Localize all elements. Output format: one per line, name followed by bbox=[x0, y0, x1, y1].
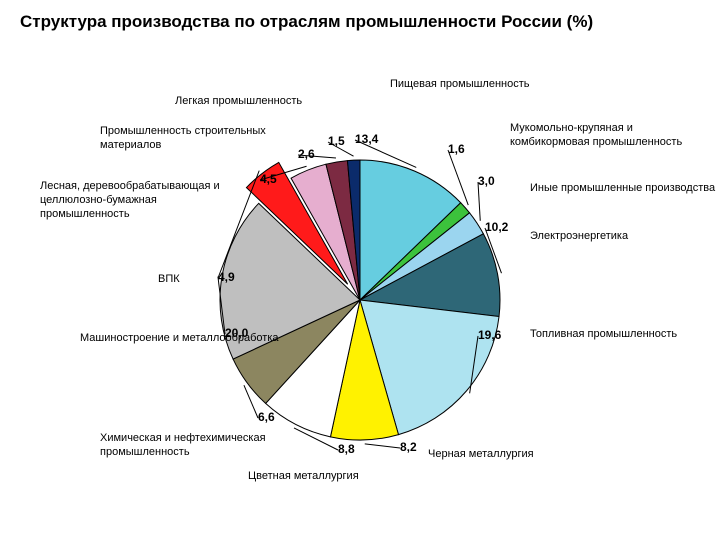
slice-label: Легкая промышленность bbox=[175, 95, 302, 109]
slice-value: 8,2 bbox=[400, 440, 417, 454]
slice-label: Химическая и нефтехимическая промышленно… bbox=[100, 432, 300, 460]
slice-value: 4,5 bbox=[260, 172, 277, 186]
slice-label: Иные промышленные производства bbox=[530, 182, 715, 196]
slice-value: 3,0 bbox=[478, 174, 495, 188]
slice-value: 1,6 bbox=[448, 142, 465, 156]
slice-value: 10,2 bbox=[485, 220, 508, 234]
slice-value: 13,4 bbox=[355, 132, 378, 146]
slice-label: Промышленность строительных материалов bbox=[100, 125, 300, 153]
slice-label: ВПК bbox=[158, 273, 180, 287]
slice-label: Цветная металлургия bbox=[248, 470, 359, 484]
slice-label: Пищевая промышленность bbox=[390, 78, 530, 92]
slice-label: Электроэнергетика bbox=[530, 230, 628, 244]
slice-value: 19,6 bbox=[478, 328, 501, 342]
slice-value: 8,8 bbox=[338, 442, 355, 456]
slice-label: Черная металлургия bbox=[428, 448, 534, 462]
slice-label: Машиностроение и металлообработка bbox=[80, 332, 279, 346]
pie-chart-container: 13,4 Пищевая промышленность 1,6 Мукомольно-… bbox=[0, 0, 720, 540]
slice-value: 2,6 bbox=[298, 147, 315, 161]
slice-value: 1,5 bbox=[328, 134, 345, 148]
leader-line bbox=[365, 444, 400, 448]
slice-label: Лесная, деревообрабатывающая и целлюлозн… bbox=[40, 180, 240, 221]
slice-value: 6,6 bbox=[258, 410, 275, 424]
slice-value: 4,9 bbox=[218, 270, 235, 284]
slice-label: Топливная промышленность bbox=[530, 328, 677, 342]
slice-label: Мукомольно-крупяная и комбикормовая пром… bbox=[510, 122, 710, 150]
